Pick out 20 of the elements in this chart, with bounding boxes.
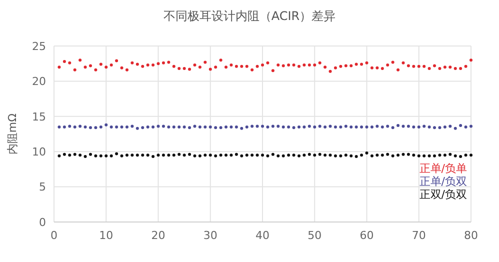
y-axis-title: 内阻mΩ bbox=[6, 113, 19, 155]
y-tick-label: 0 bbox=[39, 216, 46, 229]
text: 正单/负双 bbox=[419, 175, 467, 188]
x-tick-label: 0 bbox=[50, 229, 58, 242]
chart-title: 不同极耳设计内阻（ACIR）差异 bbox=[163, 9, 336, 23]
x-tick-label: 70 bbox=[412, 229, 426, 242]
x-tick-label: 60 bbox=[360, 229, 374, 242]
y-tick-label: 10 bbox=[32, 145, 46, 158]
x-tick-label: 50 bbox=[308, 229, 322, 242]
y-tick-label: 5 bbox=[39, 180, 46, 194]
y-tick-label: 15 bbox=[32, 110, 46, 124]
y-tick-label: 20 bbox=[32, 75, 46, 88]
x-tick-label: 10 bbox=[99, 229, 114, 242]
x-tick-label: 80 bbox=[464, 229, 478, 242]
x-tick-label: 40 bbox=[256, 229, 270, 242]
text: 正单/负单 bbox=[419, 162, 467, 175]
y-tick-label: 25 bbox=[32, 40, 46, 53]
x-tick-label: 30 bbox=[203, 229, 218, 242]
x-tick-label: 20 bbox=[151, 229, 166, 242]
text: 正双/负双 bbox=[419, 188, 467, 201]
